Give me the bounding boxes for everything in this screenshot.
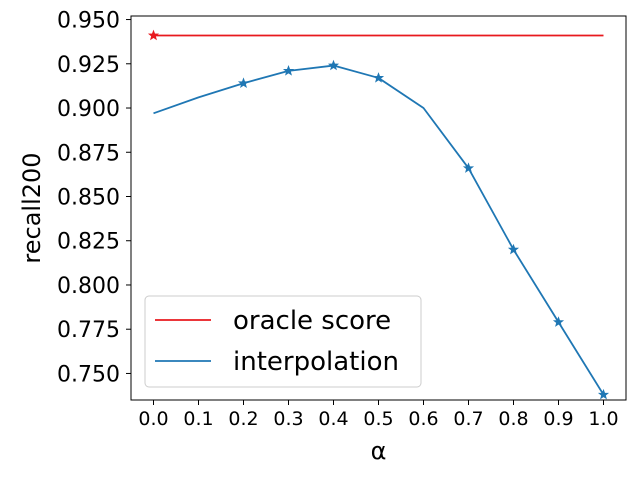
x-tick-label: 0.0 bbox=[138, 408, 168, 430]
x-tick-label: 0.6 bbox=[408, 408, 438, 430]
data-point-marker bbox=[237, 77, 250, 88]
y-tick-label: 0.900 bbox=[57, 97, 120, 122]
y-axis-ticks: 0.750 0.775 0.800 0.825 0.850 0.875 0.900 0.925… bbox=[57, 9, 131, 387]
x-tick-label: 0.7 bbox=[453, 408, 483, 430]
y-tick-label: 0.950 bbox=[57, 9, 120, 34]
data-point-marker bbox=[282, 65, 295, 76]
series-interpolation bbox=[153, 59, 610, 400]
x-axis-ticks: 0.0 0.1 0.2 0.3 0.4 0.5 0.6 0.7 0.8 0.9 1.0 bbox=[138, 400, 619, 430]
data-point-marker bbox=[372, 72, 385, 83]
legend: oracle score interpolation bbox=[144, 295, 422, 388]
y-tick-label: 0.850 bbox=[57, 185, 120, 210]
y-tick-label: 0.750 bbox=[57, 362, 120, 387]
data-point-marker bbox=[147, 29, 160, 41]
x-tick-label: 0.5 bbox=[363, 408, 393, 430]
data-point-marker bbox=[327, 59, 340, 71]
x-tick-label: 0.2 bbox=[228, 408, 258, 430]
data-point-marker bbox=[552, 316, 565, 327]
y-axis-label: recall200 bbox=[18, 152, 46, 263]
data-point-marker bbox=[507, 243, 520, 255]
x-tick-label: 1.0 bbox=[588, 408, 618, 430]
x-tick-label: 0.1 bbox=[183, 408, 213, 430]
data-point-marker bbox=[597, 388, 610, 400]
data-point-marker bbox=[462, 162, 475, 173]
x-tick-label: 0.3 bbox=[273, 408, 303, 430]
x-tick-label: 0.9 bbox=[543, 408, 573, 430]
legend-box bbox=[144, 295, 422, 388]
series-oracle-score bbox=[147, 29, 604, 41]
legend-entry-label: oracle score bbox=[233, 306, 391, 336]
legend-entry-label: interpolation bbox=[233, 347, 399, 377]
y-tick-label: 0.925 bbox=[57, 53, 120, 78]
x-axis-label: α bbox=[371, 437, 387, 465]
y-tick-label: 0.800 bbox=[57, 274, 120, 299]
y-tick-label: 0.775 bbox=[57, 318, 120, 343]
y-tick-label: 0.825 bbox=[57, 230, 120, 255]
x-tick-label: 0.8 bbox=[498, 408, 528, 430]
x-tick-label: 0.4 bbox=[318, 408, 348, 430]
plot-content bbox=[147, 29, 610, 400]
y-tick-label: 0.875 bbox=[57, 141, 120, 166]
